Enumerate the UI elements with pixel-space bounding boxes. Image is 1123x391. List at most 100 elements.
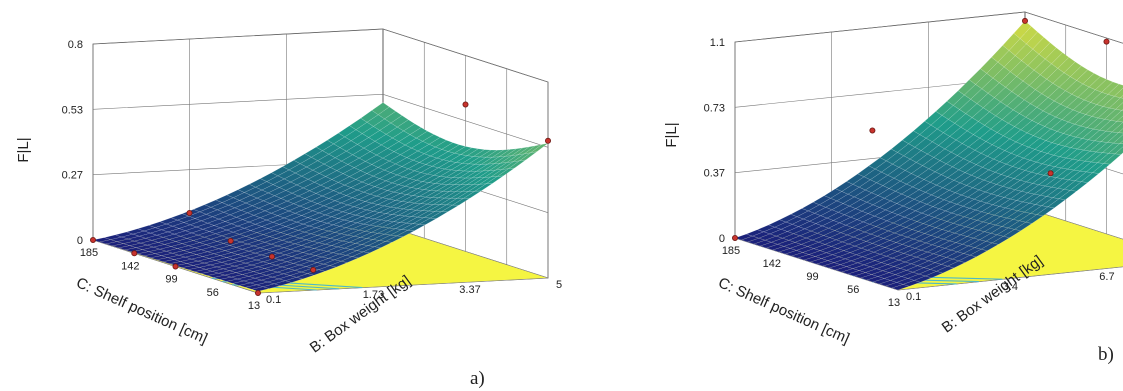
panel-b-surface-patch [857, 165, 876, 178]
panel-b-surface-patch [903, 210, 923, 220]
panel-a-surface-patch [416, 210, 436, 218]
panel-a-surface-patch [406, 150, 425, 161]
panel-a-surface-patch [270, 166, 290, 177]
panel-b-surface-patch [1103, 109, 1123, 121]
panel-b-surface-patch [1044, 116, 1063, 130]
panel-a-zlabel: F|L| [15, 137, 32, 162]
panel-b-surface-patch [1039, 63, 1059, 80]
panel-b-surface-patch [801, 201, 820, 212]
panel-b-surface-patch [812, 244, 832, 251]
panel-a-surface-patch [330, 211, 350, 219]
panel-b-surface-patch [1068, 125, 1088, 138]
panel-b-y-tick-label: 0.1 [906, 291, 921, 303]
panel-b-surface-patch [1045, 188, 1065, 198]
panel-a-y-tick-label: 0.1 [266, 294, 281, 306]
panel-b-surface-patch [1002, 32, 1021, 51]
panel-b-surface-patch [745, 229, 765, 237]
panel-b-surface-patch [985, 234, 1004, 244]
panel-b-surface-patch [1095, 142, 1115, 153]
panel-a-surface-patch [178, 224, 198, 231]
panel-a-x-tick-label: 185 [80, 247, 98, 259]
panel-a-surface-patch [296, 179, 315, 189]
panel-b-surface-patch [1026, 31, 1045, 50]
panel-b-surface-patch [887, 225, 907, 234]
panel-a-surface-patch [259, 172, 279, 182]
panel-b-surface-patch [988, 216, 1008, 226]
panel-b-z-tick-label: 0.37 [704, 168, 725, 180]
panel-a-surface-patch [111, 243, 131, 249]
panel-a-surface-patch [418, 155, 438, 165]
panel-b-zlabel: F|L| [663, 122, 680, 147]
panel-a-surface-patch [470, 170, 491, 179]
panel-b-xlabel: C: Shelf position [cm] [716, 274, 852, 347]
panel-a-surface-patch [295, 273, 315, 280]
panel-b-surface-patch [947, 169, 966, 181]
panel-b-surface-patch [1119, 140, 1123, 145]
panel-b-surface-patch [836, 193, 855, 204]
panel-a-surface-patch [346, 199, 366, 207]
panel-b-surface-patch [808, 250, 828, 257]
panel-a-surface-patch [453, 177, 473, 186]
panel-a-surface-patch [156, 257, 175, 262]
panel-a-surface-patch [303, 255, 323, 262]
panel-b-surface-patch [1060, 93, 1079, 108]
panel-b-surface-patch [964, 164, 983, 176]
panel-a-surface-patch [272, 217, 292, 225]
panel-b-surface-patch [866, 195, 885, 206]
panel-b-design-point [1047, 170, 1054, 177]
panel-b-surface-patch [920, 244, 940, 253]
panel-b-surface-patch [847, 238, 867, 247]
panel-a-surface-patch [99, 239, 118, 245]
panel-a-z-gridline [92, 93, 549, 148]
panel-a-surface-patch [157, 239, 177, 245]
panel-b-y-tick-label: 3.4 [1003, 281, 1018, 293]
panel-a-surface-patch [371, 102, 390, 116]
panel-a-design-point [254, 289, 261, 296]
panel-b-surface-patch [1094, 79, 1114, 93]
panel-a-surface-patch [241, 271, 261, 277]
panel-a-label: a) [470, 368, 485, 389]
panel-b-surface-patch [960, 228, 979, 237]
panel-b-surface-patch [1112, 134, 1123, 144]
panel-b-surface-patch [795, 246, 815, 253]
panel-a-surface-patch [378, 206, 398, 214]
panel-b-surface-patch [1035, 153, 1055, 165]
panel-b-surface-patch [1072, 99, 1091, 113]
panel-b-surface-patch [1091, 163, 1111, 174]
panel-a-design-point [268, 253, 275, 260]
panel-b-surface-patch [1021, 48, 1040, 66]
panel-b-surface-patch [1061, 169, 1081, 181]
panel-b-surface-patch [1085, 104, 1104, 117]
panel-b-design-point [1022, 17, 1029, 24]
panel-a-surface-patch [139, 240, 160, 246]
panel-b-surface-patch [1022, 149, 1042, 161]
panel-a-surface-patch [295, 217, 315, 225]
panel-a-surface-patch [208, 227, 228, 234]
panel-b-surface-patch [1018, 159, 1037, 171]
panel-b-surface-patch [1061, 109, 1080, 123]
panel-a-surface-patch [150, 255, 168, 260]
panel-a-surface-patch [330, 240, 350, 248]
panel-b-x-tick-label: 185 [722, 245, 740, 257]
panel-b-surface-patch [965, 103, 984, 118]
panel-b-surface-patch [966, 229, 986, 239]
panel-a-y-tick-label: 5 [556, 279, 562, 291]
panel-b-surface-patch [926, 246, 946, 255]
panel-a-surface-patch [378, 234, 398, 242]
panel-b-surface-patch [1032, 126, 1052, 139]
panel-a-surface-patch [337, 176, 357, 186]
panel-a-surface-patch [430, 190, 451, 199]
panel-b-surface-patch [879, 148, 898, 162]
panel-a-surface-patch [117, 245, 137, 251]
panel-b-surface-patch [1042, 100, 1061, 115]
panel-b-surface-patch [812, 195, 832, 206]
panel-b-x-tick-label: 99 [806, 271, 818, 283]
panel-a-surface-patch [188, 267, 206, 272]
panel-a-surface-patch [260, 251, 280, 257]
panel-b-surface-patch [1049, 167, 1068, 178]
panel-b-surface-patch [1029, 205, 1049, 215]
panel-b-surface-patch [901, 130, 921, 145]
panel-a-surface-patch [388, 154, 408, 165]
panel-b-surface-patch [1006, 95, 1025, 111]
